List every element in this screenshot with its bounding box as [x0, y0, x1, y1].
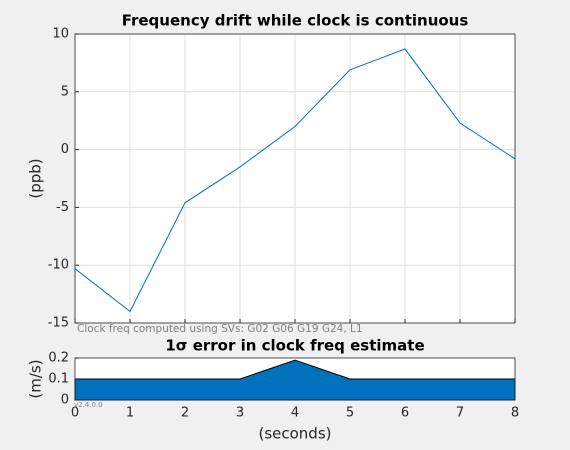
- x-tick-label: 5: [346, 406, 354, 421]
- x-tick-label: 3: [236, 406, 244, 421]
- y-tick-label: -15: [48, 316, 69, 331]
- x-tick-label: 2: [181, 406, 189, 421]
- x-tick-label: 0: [71, 406, 79, 421]
- axes-box: [74, 357, 516, 401]
- y-tick-label: -5: [56, 200, 69, 215]
- y-tick-label: 0.1: [48, 372, 69, 387]
- x-tick-label: 1: [126, 406, 134, 421]
- annotation: v2.4.0.0: [74, 401, 103, 409]
- y-tick-label: 5: [61, 84, 69, 99]
- y-tick-label: 10: [52, 27, 69, 42]
- y-tick-label: 0: [61, 142, 69, 157]
- y-tick-label: 0.2: [48, 351, 69, 366]
- y-tick-label: 0: [61, 393, 69, 408]
- x-tick-label: 6: [401, 406, 409, 421]
- line: [74, 48, 516, 313]
- chart-title: 1σ error in clock freq estimate: [165, 337, 424, 355]
- y-tick-label: -10: [48, 258, 69, 273]
- x-tick-label: 7: [456, 406, 464, 421]
- chart-title: Frequency drift while clock is continuou…: [122, 12, 469, 30]
- axes-box: [74, 33, 516, 324]
- x-tick-label: 8: [511, 406, 519, 421]
- y-axis-label: (ppb): [27, 158, 45, 198]
- x-axis-label: (seconds): [258, 425, 331, 443]
- annotation: Clock freq computed using SVs: G02 G06 G…: [77, 323, 363, 335]
- y-axis-label: (m/s): [27, 359, 45, 398]
- x-tick-label: 4: [291, 406, 299, 421]
